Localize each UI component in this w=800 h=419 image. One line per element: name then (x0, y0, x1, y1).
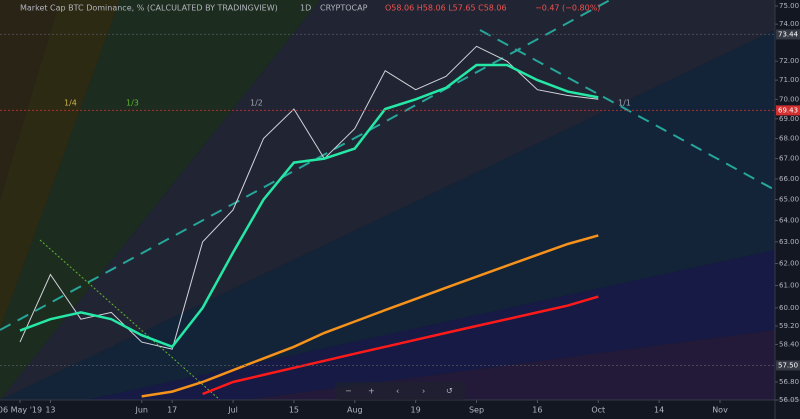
x-tick-label: 14 (654, 406, 664, 415)
x-tick-label: Sep (469, 406, 484, 415)
x-tick-label: 06 May '19 (0, 406, 42, 415)
y-tick-label: 64.00 (779, 217, 799, 225)
zoom-out[interactable]: − (345, 387, 352, 396)
y-tick-label: 72.00 (779, 57, 799, 65)
y-tick-label: 65.00 (779, 196, 799, 204)
fan-dash (0, 0, 611, 331)
x-tick-label: Jul (227, 406, 238, 415)
series-line (141, 234, 599, 398)
price-tag (776, 29, 800, 40)
fan-zone (0, 30, 775, 419)
y-tick-label: 75.00 (779, 2, 799, 10)
x-tick-label: 13 (45, 406, 55, 415)
price-tag (776, 105, 800, 116)
y-tick-label: 67.00 (779, 155, 799, 163)
annotations: 1/4 1/3 1/2 1/1 (64, 99, 631, 108)
y-tick-label: 60.00 (779, 304, 799, 312)
chart-title: Market Cap BTC Dominance, % (CALCULATED … (20, 4, 278, 13)
x-tick-label: 17 (167, 406, 177, 415)
y-tick-label: 74.00 (779, 20, 799, 28)
fan-zone (100, 330, 775, 419)
fan-regions (0, 0, 776, 419)
y-tick-label: 58.40 (779, 340, 799, 348)
ohlc: O58.06 H58.06 L57.65 C58.06 (385, 4, 507, 13)
x-tick-label: 16 (532, 406, 542, 415)
y-tick-label: 70.00 (779, 95, 799, 103)
x-tick-label: 15 (289, 406, 299, 415)
series-line (19, 45, 599, 350)
y-tick-label: 63.00 (779, 238, 799, 246)
source: CRYPTOCAP (320, 4, 368, 13)
y-tick-label: 68.00 (779, 135, 799, 143)
x-tick-label: Jun (134, 406, 148, 415)
interval: 1D (300, 4, 311, 13)
fan-label: 1/4 (64, 99, 77, 108)
toolbar: − + ‹ › ↺ (335, 382, 465, 400)
price-tag-label: 57.50 (778, 361, 798, 369)
header: Market Cap BTC Dominance, % (CALCULATED … (20, 4, 600, 13)
x-tick-label: Oct (591, 406, 605, 415)
change: −0.47 (−0.80%) (535, 4, 600, 13)
y-tick-label: 71.00 (779, 76, 799, 84)
x-tick-label: 19 (411, 406, 421, 415)
fan-label: 1/1 (618, 99, 631, 108)
series-line (19, 63, 599, 349)
price-tag-label: 73.44 (778, 30, 799, 38)
price-axis (775, 0, 800, 419)
fan-zone (0, 0, 775, 400)
zoom-in[interactable]: + (368, 387, 375, 396)
y-tick-label: 61.00 (779, 282, 799, 290)
y-tick-label: 69.00 (779, 115, 799, 123)
series-line (202, 295, 599, 396)
price-tag-label: 69.43 (778, 106, 798, 114)
scroll-left[interactable]: ‹ (396, 387, 399, 396)
y-tick-label: 66.00 (779, 175, 799, 183)
scroll-right[interactable]: › (422, 387, 425, 396)
x-tick-label: Nov (712, 406, 728, 415)
y-tick-label: 59.20 (779, 322, 799, 330)
fan-label: 1/3 (126, 99, 139, 108)
fan-label: 1/2 (250, 99, 263, 108)
price-tag (776, 360, 800, 371)
time-axis (0, 400, 775, 419)
fan-dash (479, 29, 776, 191)
zoom-bar (335, 382, 465, 400)
reset[interactable]: ↺ (446, 387, 453, 396)
y-tick-label: 56.05 (779, 396, 799, 404)
x-tick-label: Aug (347, 406, 363, 415)
fan-dot (39, 239, 221, 401)
y-tick-label: 62.00 (779, 260, 799, 268)
y-tick-label: 56.80 (779, 378, 799, 386)
